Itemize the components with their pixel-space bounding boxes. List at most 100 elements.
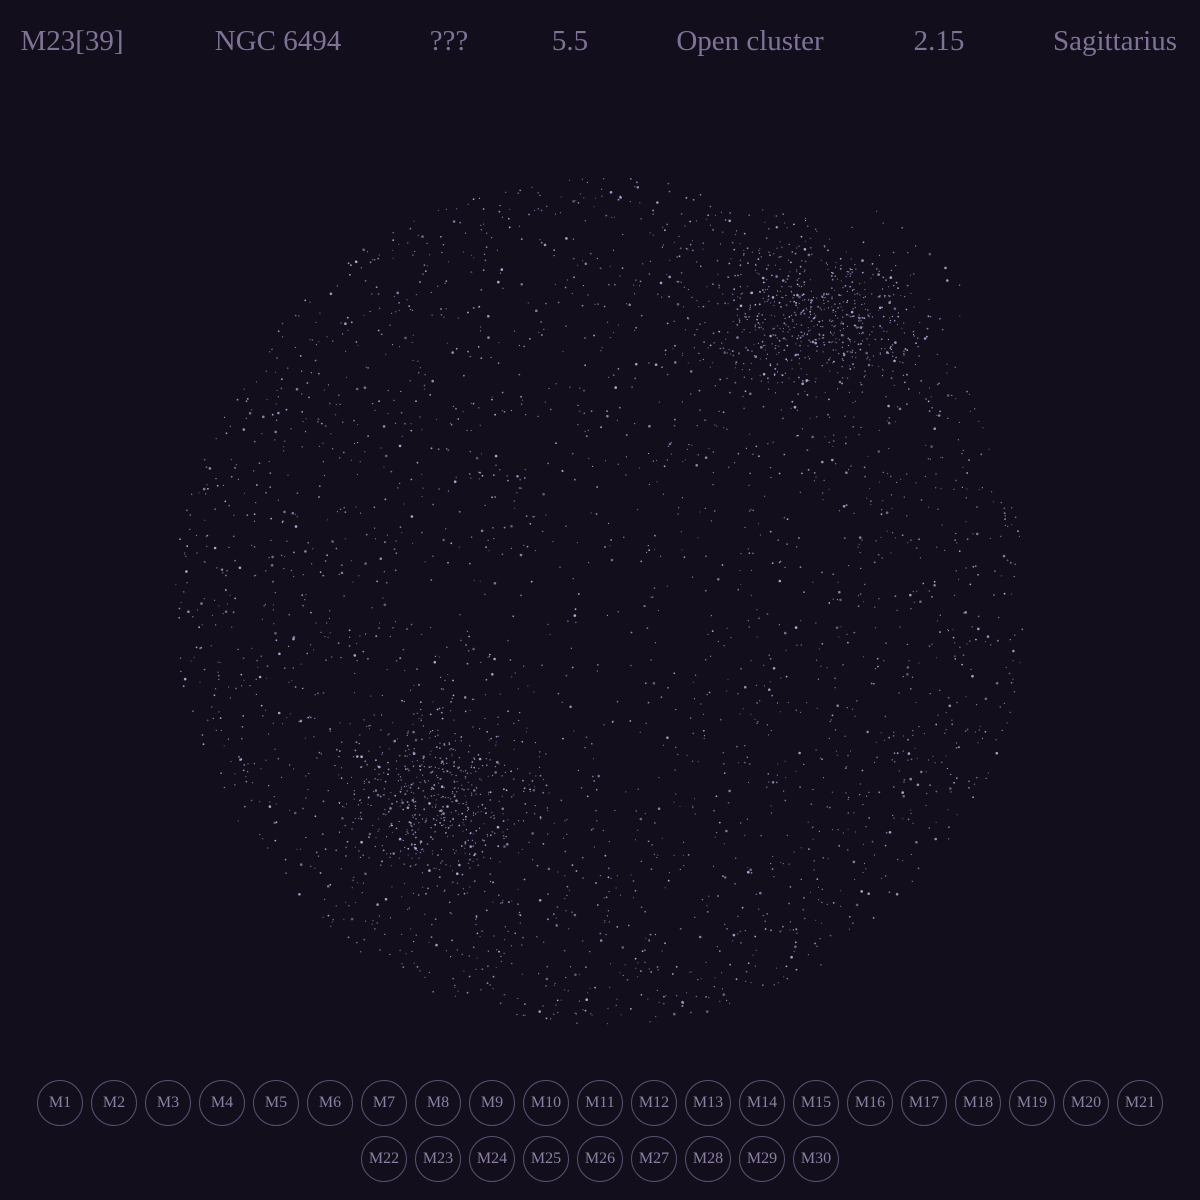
star — [451, 870, 454, 872]
nav-button-m17[interactable]: M17 — [901, 1080, 947, 1126]
star — [596, 670, 598, 672]
nav-button-m11[interactable]: M11 — [577, 1080, 623, 1126]
nav-button-m2[interactable]: M2 — [91, 1080, 137, 1126]
star — [965, 567, 967, 569]
star — [925, 771, 927, 773]
star — [658, 1001, 660, 1003]
star — [916, 590, 918, 592]
star — [807, 356, 809, 358]
nav-button-m10[interactable]: M10 — [523, 1080, 569, 1126]
nav-button-m19[interactable]: M19 — [1009, 1080, 1055, 1126]
star — [793, 381, 795, 383]
star — [977, 573, 979, 576]
star — [799, 272, 801, 275]
star — [520, 487, 522, 489]
nav-button-m18[interactable]: M18 — [955, 1080, 1001, 1126]
star — [429, 737, 431, 739]
star — [767, 298, 770, 301]
star — [369, 261, 372, 264]
star — [632, 897, 635, 899]
nav-button-m20[interactable]: M20 — [1063, 1080, 1109, 1126]
star — [815, 749, 817, 751]
star — [286, 540, 288, 542]
nav-button-m16[interactable]: M16 — [847, 1080, 893, 1126]
star — [377, 818, 380, 820]
star — [438, 707, 441, 710]
star — [592, 758, 595, 760]
star — [419, 765, 421, 768]
nav-button-m13[interactable]: M13 — [685, 1080, 731, 1126]
star — [418, 822, 420, 824]
star — [777, 382, 779, 384]
nav-button-m5[interactable]: M5 — [253, 1080, 299, 1126]
nav-button-m26[interactable]: M26 — [577, 1136, 623, 1182]
star — [413, 797, 415, 799]
star — [464, 847, 466, 849]
star — [507, 217, 510, 220]
nav-button-m23[interactable]: M23 — [415, 1136, 461, 1182]
star — [714, 977, 716, 979]
star — [683, 286, 685, 288]
star — [439, 742, 441, 744]
star — [885, 351, 889, 354]
nav-button-m7[interactable]: M7 — [361, 1080, 407, 1126]
star — [726, 927, 728, 930]
nav-button-m14[interactable]: M14 — [739, 1080, 785, 1126]
nav-button-m15[interactable]: M15 — [793, 1080, 839, 1126]
star — [829, 370, 831, 372]
star — [434, 756, 437, 758]
star — [250, 799, 253, 802]
star — [668, 275, 671, 279]
star — [471, 761, 474, 763]
star — [743, 249, 745, 251]
star — [484, 593, 486, 595]
star — [487, 950, 489, 952]
star — [634, 377, 637, 380]
star — [857, 595, 860, 597]
star — [608, 891, 610, 893]
star — [802, 335, 804, 337]
star — [858, 536, 862, 539]
star — [402, 648, 405, 651]
star — [781, 374, 783, 376]
star — [498, 735, 500, 737]
nav-button-m9[interactable]: M9 — [469, 1080, 515, 1126]
nav-button-m12[interactable]: M12 — [631, 1080, 677, 1126]
star — [458, 757, 460, 759]
nav-button-m28[interactable]: M28 — [685, 1136, 731, 1182]
nav-button-m30[interactable]: M30 — [793, 1136, 839, 1182]
star — [353, 876, 355, 879]
nav-button-m27[interactable]: M27 — [631, 1136, 677, 1182]
nav-button-m21[interactable]: M21 — [1117, 1080, 1163, 1126]
star — [504, 771, 506, 774]
star — [849, 275, 851, 277]
star — [831, 791, 834, 793]
star — [670, 441, 672, 444]
nav-button-m3[interactable]: M3 — [145, 1080, 191, 1126]
star — [1002, 554, 1006, 558]
star — [410, 783, 413, 786]
star — [251, 544, 253, 546]
star — [316, 757, 318, 759]
nav-button-m29[interactable]: M29 — [739, 1136, 785, 1182]
star — [498, 800, 500, 802]
nav-button-m8[interactable]: M8 — [415, 1080, 461, 1126]
star — [779, 327, 781, 330]
star — [571, 452, 574, 455]
star — [829, 357, 831, 359]
star — [906, 373, 908, 376]
star — [889, 319, 892, 322]
nav-button-m1[interactable]: M1 — [37, 1080, 83, 1126]
nav-button-m24[interactable]: M24 — [469, 1136, 515, 1182]
star — [965, 696, 967, 698]
star — [574, 478, 576, 481]
star — [196, 552, 198, 554]
nav-button-m25[interactable]: M25 — [523, 1136, 569, 1182]
nav-button-m4[interactable]: M4 — [199, 1080, 245, 1126]
nav-button-m6[interactable]: M6 — [307, 1080, 353, 1126]
star — [810, 279, 812, 281]
star — [809, 891, 812, 894]
star — [862, 241, 865, 244]
nav-button-m22[interactable]: M22 — [361, 1136, 407, 1182]
star — [192, 616, 194, 618]
